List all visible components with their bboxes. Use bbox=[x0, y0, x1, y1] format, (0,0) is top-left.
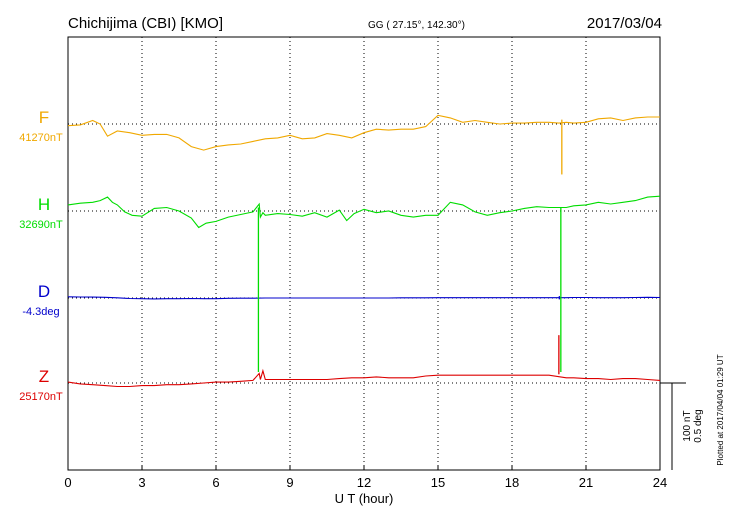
x-axis-ticks: 0 3 6 9 12 15 18 21 24 bbox=[64, 465, 667, 490]
component-letter-z: Z bbox=[39, 367, 49, 386]
scale-bar: 100 nT 0.5 deg bbox=[660, 382, 704, 470]
series-line-f bbox=[67, 114, 660, 151]
x-tick-label: 21 bbox=[579, 475, 593, 490]
x-tick-label: 3 bbox=[138, 475, 145, 490]
baseline-value-f: 41270nT bbox=[19, 132, 63, 144]
component-letter-h: H bbox=[38, 195, 50, 214]
series-line-h bbox=[67, 195, 661, 229]
chart-date: 2017/03/04 bbox=[587, 15, 662, 32]
x-tick-label: 0 bbox=[64, 475, 71, 490]
x-tick-label: 24 bbox=[653, 475, 667, 490]
series-line-d bbox=[67, 296, 661, 300]
series-layer bbox=[67, 114, 661, 388]
plotted-timestamp: Plotted at 2017/04/04 01:29 UT bbox=[716, 354, 725, 465]
baseline-value-h: 32690nT bbox=[19, 219, 63, 231]
component-letter-f: F bbox=[39, 108, 49, 127]
x-tick-label: 6 bbox=[212, 475, 219, 490]
scale-label-nt: 100 nT bbox=[682, 410, 693, 441]
component-labels: F 41270nT H 32690nT D -4.3deg Z 25170nT bbox=[19, 108, 63, 403]
baseline-value-d: -4.3deg bbox=[22, 306, 59, 318]
x-tick-label: 18 bbox=[505, 475, 519, 490]
x-tick-label: 9 bbox=[286, 475, 293, 490]
x-tick-label: 12 bbox=[357, 475, 371, 490]
component-letter-d: D bbox=[38, 282, 50, 301]
station-title: Chichijima (CBI) [KMO] bbox=[68, 15, 223, 32]
baseline-value-z: 25170nT bbox=[19, 391, 63, 403]
geo-coordinates: GG ( 27.15°, 142.30°) bbox=[368, 20, 465, 31]
x-axis-title: U T (hour) bbox=[335, 491, 394, 506]
series-line-z bbox=[67, 368, 661, 388]
scale-label-deg: 0.5 deg bbox=[693, 409, 704, 442]
x-tick-label: 15 bbox=[431, 475, 445, 490]
grid bbox=[141, 37, 587, 470]
